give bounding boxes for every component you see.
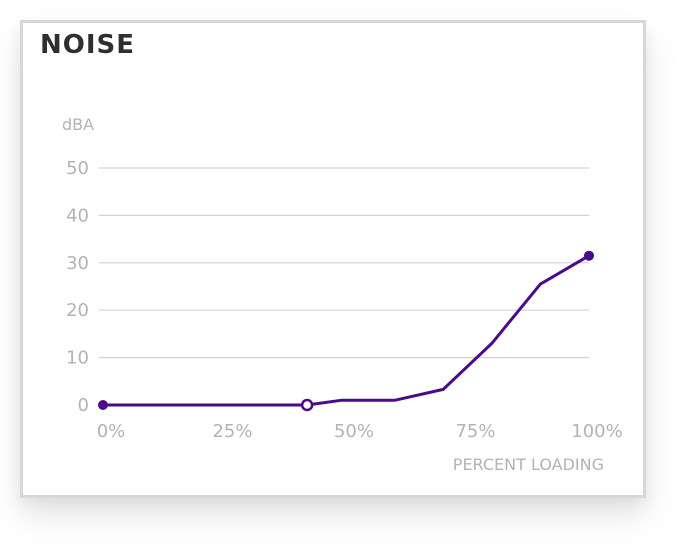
chart-card (20, 20, 646, 498)
chart-title: NOISE (40, 30, 136, 60)
y-tick-label: 50 (66, 158, 89, 179)
x-tick-label: 75% (455, 421, 495, 442)
gridlines (99, 167, 589, 359)
x-tick-label: 100% (571, 421, 622, 442)
data-point (584, 250, 594, 261)
data-point-hollow (300, 398, 314, 412)
data-point (98, 400, 108, 410)
y-tick-label: 10 (66, 348, 89, 369)
x-tick-label: 25% (212, 421, 252, 442)
y-tick-label: 0 (78, 395, 89, 416)
y-axis-unit-label: dBA (62, 115, 94, 134)
y-tick-label: 30 (66, 253, 89, 274)
x-tick-label: 50% (334, 421, 374, 442)
x-axis-label: PERCENT LOADING (453, 455, 604, 474)
noise-series (98, 250, 594, 412)
y-tick-label: 20 (66, 300, 89, 321)
y-tick-label: 40 (66, 205, 89, 226)
x-tick-label: 0% (97, 421, 126, 442)
series-line (101, 254, 591, 407)
x-tick-labels: 0% 25% 50% 75% 100% (97, 421, 623, 442)
y-tick-labels: 0 10 20 30 40 50 (66, 158, 89, 416)
